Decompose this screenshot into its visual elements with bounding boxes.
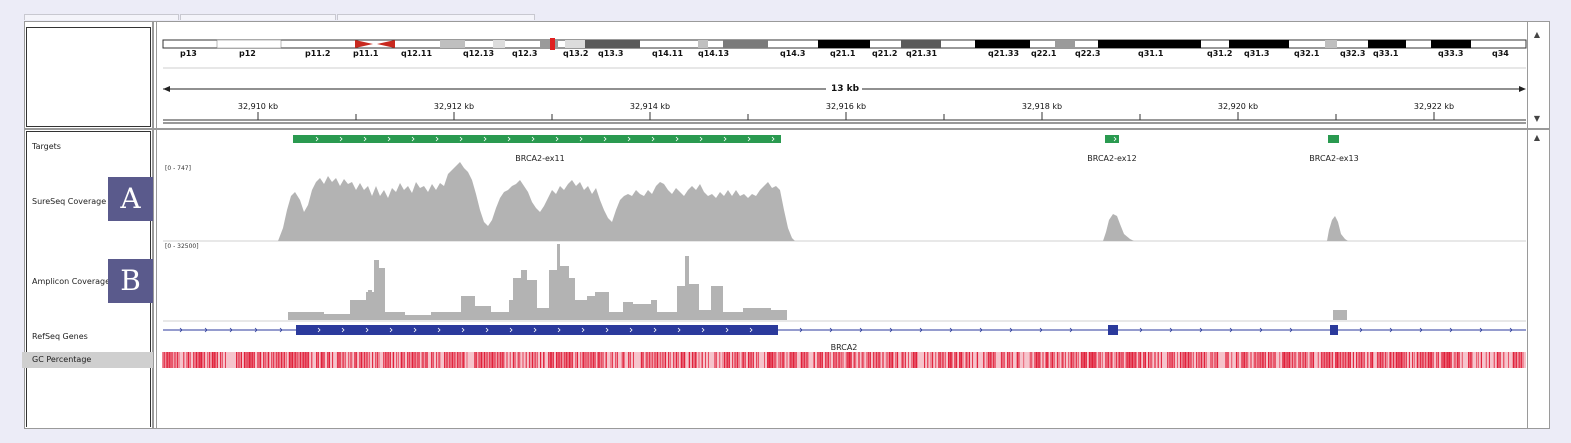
band-q32-2 — [1325, 40, 1337, 48]
exon-13 — [1330, 325, 1338, 335]
band-label-q14-11: q14.11 — [652, 49, 684, 58]
name-panel-divider-inner — [156, 21, 157, 429]
annotation-badge-b: B — [108, 259, 153, 303]
gene-label-brca2: BRCA2 — [830, 343, 858, 352]
band-q12-3 — [493, 40, 505, 48]
target-ex13 — [1328, 135, 1339, 143]
annotation-badge-a: A — [108, 177, 153, 221]
ruler-tick-label: 32,914 kb — [629, 102, 671, 111]
band-label-q31-2: q31.2 — [1207, 49, 1233, 58]
chromosome-ideogram[interactable] — [162, 38, 1527, 50]
band-label-q21-31: q21.31 — [906, 49, 938, 58]
band-label-q14-3: q14.3 — [780, 49, 806, 58]
sureseq-coverage-ex13 — [1327, 216, 1348, 241]
band-q12-13 — [440, 40, 465, 48]
band-label-p11-2: p11.2 — [305, 49, 331, 58]
band-label-q21-2: q21.2 — [872, 49, 898, 58]
band-label-q22-3: q22.3 — [1075, 49, 1101, 58]
band-label-q14-13: q14.13 — [698, 49, 730, 58]
centromere — [355, 40, 373, 48]
header-name-panel — [26, 27, 151, 127]
track-name-refseq-genes[interactable]: RefSeq Genes — [32, 332, 88, 341]
band-q21-1 — [818, 40, 870, 48]
track-name-targets[interactable]: Targets — [32, 142, 61, 151]
band-q14-2 — [723, 40, 768, 48]
amplicon-data-range: [0 - 32500] — [165, 243, 199, 250]
band-label-q21-33: q21.33 — [988, 49, 1020, 58]
ruler-tick-label: 32,922 kb — [1413, 102, 1455, 111]
current-locus-marker — [550, 38, 555, 50]
gc-percentage-marks — [162, 352, 1524, 368]
header-divider[interactable] — [24, 128, 1550, 130]
band-label-q21-1: q21.1 — [830, 49, 856, 58]
band-label-q12-3: q12.3 — [512, 49, 538, 58]
band-q14-12 — [698, 40, 708, 48]
band-label-q32-1: q32.1 — [1294, 49, 1320, 58]
band-label-q31-3: q31.3 — [1244, 49, 1270, 58]
targets-track[interactable] — [293, 135, 1339, 143]
band-q13-1 — [540, 40, 558, 48]
band-q31-3 — [1229, 40, 1289, 48]
ruler-tick-label: 32,918 kb — [1021, 102, 1063, 111]
band-label-q22-1: q22.1 — [1031, 49, 1057, 58]
feature-label-ex12: BRCA2-ex12 — [1087, 154, 1137, 163]
sureseq-coverage-area — [278, 162, 795, 241]
track-name-sureseq-coverage[interactable]: SureSeq Coverage — [32, 197, 107, 206]
ruler-tick-label: 32,912 kb — [433, 102, 475, 111]
band-q22-2 — [1055, 40, 1075, 48]
exon-11 — [296, 325, 778, 335]
band-label-q33-3: q33.3 — [1438, 49, 1464, 58]
target-ex12 — [1105, 135, 1119, 143]
gc-percentage-track[interactable] — [162, 352, 1526, 368]
band-label-q12-13: q12.13 — [463, 49, 495, 58]
track-name-gc-selected[interactable] — [22, 352, 153, 368]
band-q31-1 — [1098, 40, 1201, 48]
scrollbar-left-border — [1527, 21, 1528, 429]
track-name-gc-percentage[interactable]: GC Percentage — [32, 355, 92, 364]
band-label-q12-11: q12.11 — [401, 49, 433, 58]
band-q33-3 — [1431, 40, 1471, 48]
feature-label-ex13: BRCA2-ex13 — [1309, 154, 1359, 163]
ruler-tick-label: 32,920 kb — [1217, 102, 1259, 111]
ruler-tick-label: 32,910 kb — [237, 102, 279, 111]
sureseq-data-range: [0 - 747] — [165, 165, 191, 172]
band-label-q31-1: q31.1 — [1138, 49, 1164, 58]
band-label-q13-2: q13.2 — [563, 49, 589, 58]
scroll-up-data[interactable]: ▲ — [1533, 133, 1541, 142]
ruler[interactable] — [163, 67, 1526, 124]
band-q33-1 — [1368, 40, 1406, 48]
exon-12 — [1108, 325, 1118, 335]
band-q13-3 — [585, 40, 640, 48]
ruler-span-label: 13 kb — [831, 84, 860, 94]
band-label-p12: p12 — [239, 49, 256, 58]
band-p12 — [216, 39, 282, 49]
band-label-q33-1: q33.1 — [1373, 49, 1399, 58]
amplicon-coverage-track[interactable] — [288, 244, 1347, 320]
feature-label-ex11: BRCA2-ex11 — [515, 154, 565, 163]
band-label-p13: p13 — [180, 49, 197, 58]
ruler-tick-label: 32,916 kb — [825, 102, 867, 111]
name-panel-divider[interactable] — [152, 21, 154, 429]
sureseq-coverage-ex12 — [1103, 214, 1134, 241]
refseq-genes-track[interactable] — [163, 325, 1526, 335]
target-ex11 — [293, 135, 781, 143]
scroll-down-header[interactable]: ▼ — [1533, 114, 1541, 123]
centromere-q — [377, 40, 395, 48]
band-q21-33 — [975, 40, 1030, 48]
sureseq-coverage-track[interactable] — [278, 162, 1348, 241]
band-label-q32-3: q32.3 — [1340, 49, 1366, 58]
band-q13-2 — [565, 40, 585, 48]
band-label-p11-1: p11.1 — [353, 49, 379, 58]
scroll-up-header[interactable]: ▲ — [1533, 30, 1541, 39]
tab-strip — [24, 14, 1550, 21]
track-name-amplicon-coverage[interactable]: Amplicon Coverage — [32, 277, 111, 286]
band-q21-31 — [901, 40, 941, 48]
band-label-q13-3: q13.3 — [598, 49, 624, 58]
band-label-q34: q34 — [1492, 49, 1509, 58]
